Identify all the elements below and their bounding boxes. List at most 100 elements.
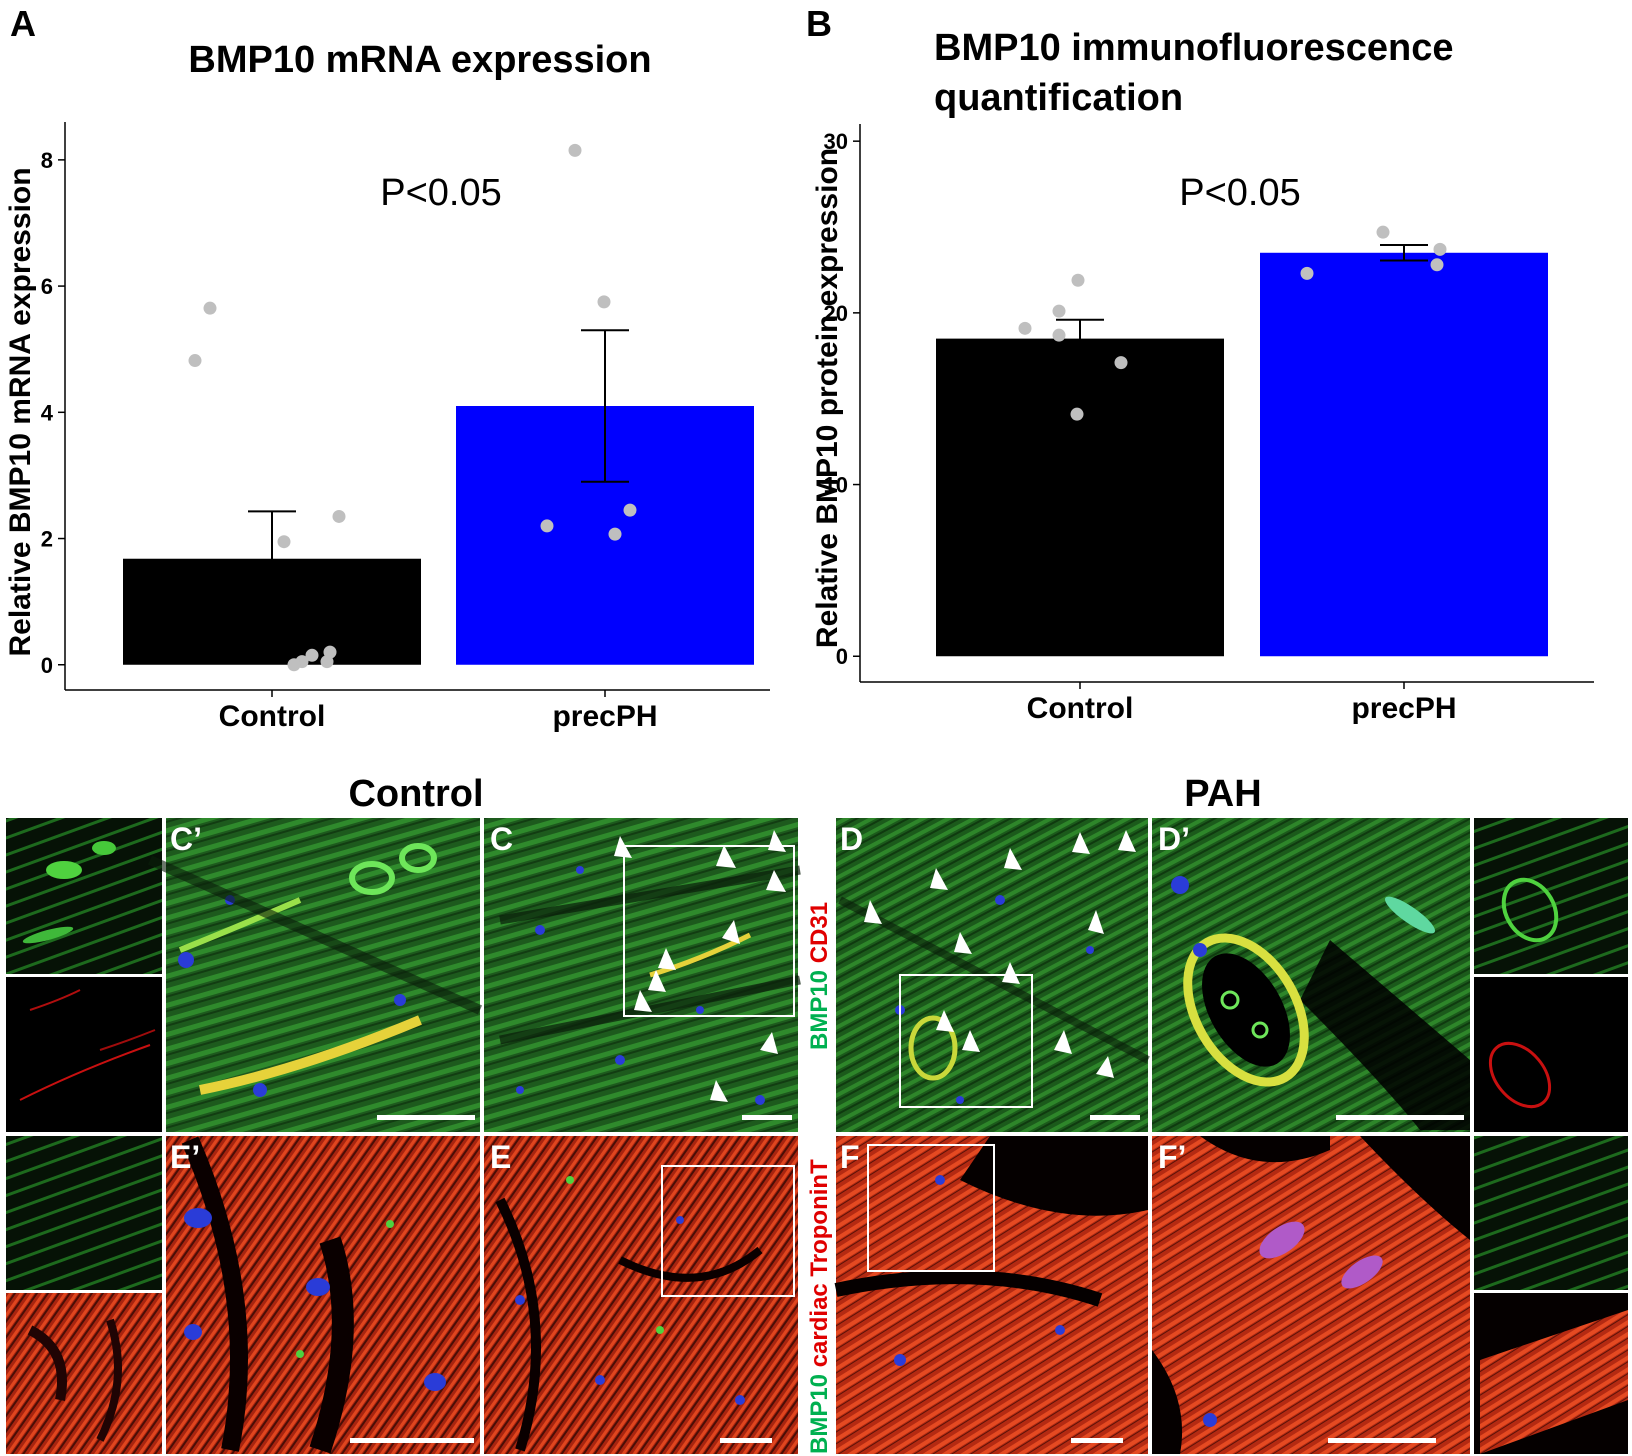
data-point	[277, 535, 291, 549]
y-tick-label: 4	[41, 400, 54, 425]
arrowhead-icon	[1072, 832, 1090, 854]
micrograph-control-e	[484, 1136, 798, 1454]
arrowhead-icon	[722, 920, 740, 944]
y-tick-label: 8	[41, 148, 53, 173]
chart-b-title-line-1: BMP10 immunofluorescence	[934, 27, 1453, 69]
stain-label-cd31-marker: CD31	[806, 902, 833, 963]
chart-a-annotation: P<0.05	[380, 172, 502, 214]
stain-label-cd31-bmp10: BMP10	[806, 963, 833, 1050]
micrograph-control-cd31-red-channel	[6, 977, 162, 1132]
data-point	[1070, 407, 1084, 421]
stain-label-cd31: BMP10 CD31	[806, 902, 833, 1050]
arrowhead-icon	[1004, 848, 1022, 870]
chart-b-ylabel: Relative BMP10 protein expression	[811, 148, 844, 648]
data-point	[1018, 321, 1032, 335]
micrograph-pah-tnt-green-channel	[1474, 1136, 1628, 1290]
chart-b-annotation: P<0.05	[1179, 172, 1301, 214]
arrowhead-icon	[716, 845, 736, 868]
arrowhead-icon	[936, 1010, 954, 1032]
data-point	[623, 503, 637, 517]
micrograph-control-e-prime	[166, 1136, 480, 1454]
micrograph-pah-f	[834, 1136, 1148, 1454]
arrowhead-icon	[954, 932, 972, 954]
x-tick-label: precPH	[1351, 692, 1456, 725]
micrograph-control-cd31-green-channel	[6, 818, 162, 974]
data-point	[568, 143, 582, 157]
chart-b-title: BMP10 immunofluorescence quantification	[934, 27, 1464, 119]
panel-letter-c: C	[490, 821, 513, 857]
panel-letter-e-prime: E’	[170, 1139, 200, 1175]
micrograph-pah-cd31-green-channel	[1474, 818, 1628, 974]
y-tick-label: 20	[824, 301, 848, 326]
arrowhead-icon	[864, 900, 882, 924]
arrowhead-icon	[760, 1032, 778, 1054]
arrowhead-icon	[658, 948, 676, 970]
data-point	[1071, 273, 1085, 287]
data-point	[305, 648, 319, 662]
data-point	[203, 301, 217, 315]
bar-control	[936, 338, 1224, 657]
data-point	[1114, 356, 1128, 370]
data-point	[287, 658, 301, 672]
panel-letter-f: F	[840, 1139, 860, 1175]
arrowhead-icon	[1088, 910, 1104, 934]
y-tick-label: 6	[41, 274, 53, 299]
panel-letter-d-prime: D’	[1158, 821, 1190, 857]
panel-letter-d: D	[840, 821, 863, 857]
panel-letter-b: B	[806, 3, 832, 44]
bar-precph	[1260, 252, 1548, 657]
data-point	[1433, 242, 1447, 256]
arrowhead-icon	[930, 868, 948, 890]
y-tick-label: 2	[41, 527, 53, 552]
group-title-pah: PAH	[1184, 773, 1261, 815]
arrowhead-icon	[768, 830, 786, 852]
arrowhead-icon	[1096, 1056, 1114, 1078]
data-point	[1052, 304, 1066, 318]
y-tick-label: 0	[836, 644, 848, 669]
arrowhead-icon	[766, 870, 786, 892]
panel-letter-c-prime: C’	[170, 821, 202, 857]
data-point	[320, 655, 334, 669]
stain-label-troponin-marker: cardiac TroponinT	[806, 1159, 833, 1367]
arrowhead-icon	[1118, 830, 1136, 852]
arrowhead-icon	[634, 990, 652, 1012]
micrograph-pah-tnt-red-channel	[1474, 1293, 1628, 1454]
x-tick-label: Control	[1027, 692, 1134, 725]
micrograph-control-tnt-red-channel	[6, 1293, 162, 1454]
chart-b-plot: 0 10 20 30 Control precPH	[824, 124, 1594, 725]
arrowhead-icon	[1054, 1030, 1072, 1054]
chart-a-title: BMP10 mRNA expression	[188, 39, 651, 81]
group-title-control: Control	[348, 773, 483, 815]
data-point	[608, 527, 622, 541]
x-tick-label: Control	[219, 700, 326, 733]
arrowhead-icon	[648, 970, 666, 992]
chart-b-title-line-2: quantification	[934, 77, 1183, 119]
micrograph-pah-d	[836, 818, 1150, 1132]
micrograph-control-tnt-green-channel	[6, 1136, 162, 1290]
data-point	[540, 519, 554, 533]
micrograph-pah-f-prime	[1152, 1136, 1470, 1454]
stain-label-troponin-bmp10: BMP10	[806, 1367, 833, 1454]
y-tick-label: 0	[41, 653, 53, 678]
panel-letter-f-prime: F’	[1158, 1139, 1186, 1175]
arrowhead-icon	[614, 836, 632, 858]
data-point	[188, 354, 202, 368]
chart-a-plot: 0 2 4 6 8 Control precPH	[41, 122, 770, 733]
stain-label-troponin: BMP10 cardiac TroponinT	[806, 1159, 833, 1454]
data-point	[1300, 266, 1314, 280]
data-point	[1052, 328, 1066, 342]
chart-a-ylabel: Relative BMP10 mRNA expression	[4, 167, 37, 656]
panel-letter-e: E	[490, 1139, 511, 1175]
micrograph-control-c	[484, 818, 801, 1132]
arrowhead-icon	[1002, 962, 1020, 984]
colocalization-arrowheads	[614, 830, 1136, 1102]
data-point	[597, 295, 611, 309]
micrograph-control-c-prime	[147, 818, 483, 1132]
arrowhead-icon	[710, 1080, 728, 1102]
y-tick-label: 10	[824, 473, 848, 498]
micrograph-pah-cd31-red-channel	[1474, 977, 1628, 1132]
y-tick-label: 30	[824, 129, 848, 154]
data-point	[1430, 258, 1444, 272]
data-point	[1376, 225, 1390, 239]
